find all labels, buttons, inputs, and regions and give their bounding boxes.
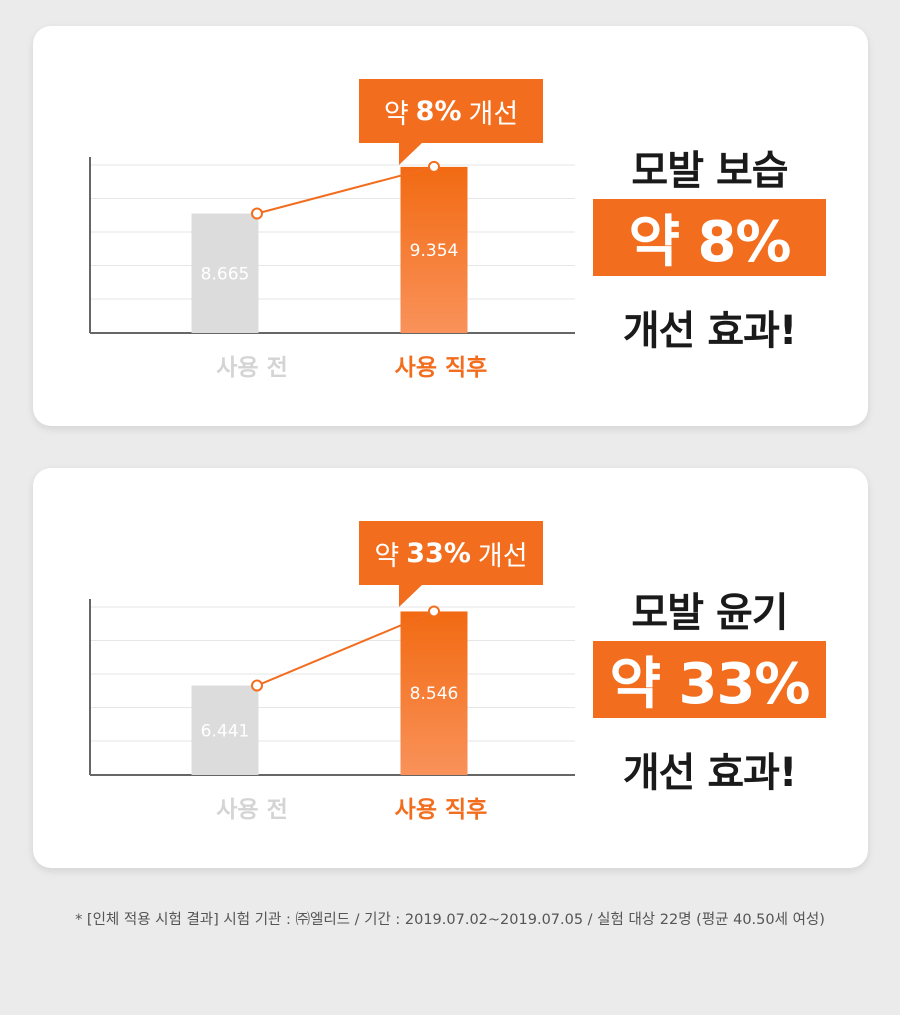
footnote: * [인체 적용 시험 결과] 시험 기관 : ㈜엘리드 / 기간 : 2019… <box>75 912 825 928</box>
x-tick-label-before: 사용 전 <box>216 355 288 381</box>
trend-line <box>256 165 435 215</box>
data-label: 8.546 <box>410 684 459 704</box>
chart-card-moisture: 8.665 9.354 약 8% 개선 사용 전 사용 직후 모발 보습 약 8% 개… <box>33 26 868 426</box>
trend-point <box>251 207 263 220</box>
improvement-callout: 약 8% 개선 <box>359 79 543 165</box>
summary-highlight: 약 33% <box>593 641 826 718</box>
summary-panel: 모발 윤기 약 33% 개선 효과! <box>593 468 826 868</box>
trend-point <box>428 160 440 173</box>
data-label: 6.441 <box>201 721 250 741</box>
x-tick-label-after: 사용 직후 <box>394 797 488 823</box>
bar-after <box>400 611 468 775</box>
summary-title: 모발 윤기 <box>631 590 788 636</box>
trend-line <box>256 610 435 687</box>
bar-before <box>191 213 259 333</box>
summary-footer: 개선 효과! <box>622 308 797 354</box>
x-tick-label-before: 사용 전 <box>216 797 288 823</box>
trend-point <box>428 605 440 618</box>
summary-highlight: 약 8% <box>593 199 826 276</box>
x-tick-label-after: 사용 직후 <box>394 355 488 381</box>
summary-footer: 개선 효과! <box>622 750 797 796</box>
chart-card-shine: 6.441 8.546 약 33% 개선 사용 전 사용 직후 모발 윤기 약 33%… <box>33 468 868 868</box>
data-label: 9.354 <box>410 241 459 261</box>
summary-panel: 모발 보습 약 8% 개선 효과! <box>593 26 826 426</box>
bar-before <box>191 685 259 775</box>
improvement-callout: 약 33% 개선 <box>359 521 543 607</box>
bar-after <box>400 166 468 333</box>
data-label: 8.665 <box>201 264 250 284</box>
summary-title: 모발 보습 <box>631 148 788 194</box>
bar-chart-shine: 6.441 8.546 <box>89 599 575 776</box>
trend-point <box>251 679 263 692</box>
bar-chart-moisture: 8.665 9.354 <box>89 157 575 334</box>
